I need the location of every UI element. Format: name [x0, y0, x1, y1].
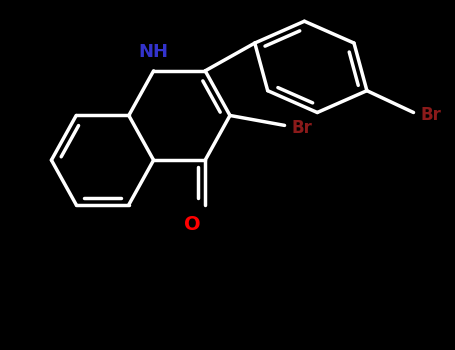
- Text: Br: Br: [420, 106, 441, 125]
- Text: NH: NH: [139, 43, 169, 61]
- Text: Br: Br: [292, 119, 313, 137]
- Text: O: O: [184, 215, 200, 234]
